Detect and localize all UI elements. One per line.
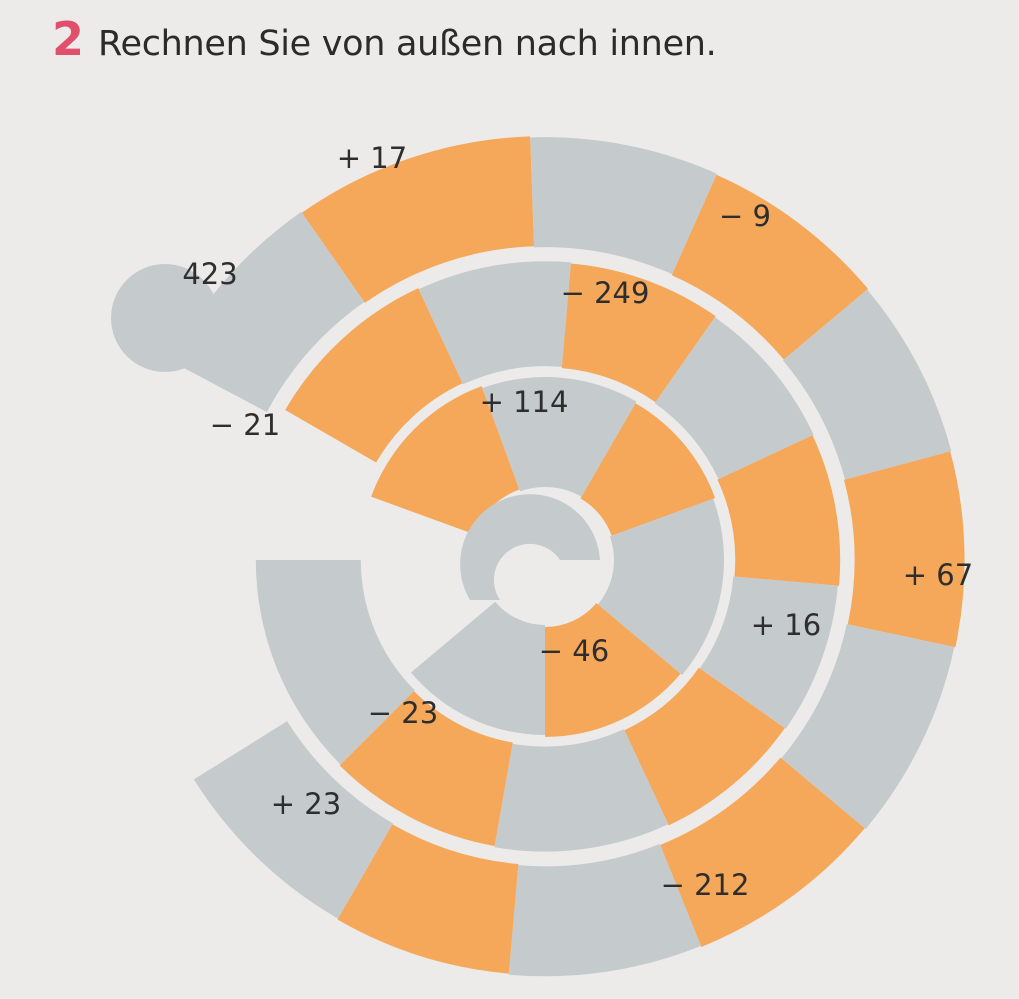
- spiral-segment: [255, 560, 415, 765]
- spiral-start-value: 423: [182, 257, 237, 291]
- spiral-segment: [699, 576, 838, 729]
- spiral-segment: [169, 211, 365, 413]
- spiral-center-curl: [460, 494, 600, 600]
- spiral-segment: [545, 603, 681, 737]
- spiral-segment: [660, 757, 865, 947]
- spiral-segment: [597, 498, 724, 676]
- spiral-segment: [371, 386, 520, 535]
- task-number: 2: [52, 12, 85, 66]
- spiral-step-8[interactable]: + 16: [751, 608, 821, 642]
- spiral-segment: [843, 451, 965, 648]
- spiral-step-2[interactable]: − 9: [719, 199, 771, 233]
- spiral-segment: [285, 288, 463, 463]
- spiral-start-cap: [111, 264, 219, 372]
- spiral-segment: [624, 667, 785, 826]
- spiral-segment: [671, 174, 869, 360]
- spiral-step-4[interactable]: − 212: [661, 868, 750, 902]
- spiral-step-6[interactable]: − 21: [210, 408, 280, 442]
- spiral-step-10[interactable]: + 114: [480, 385, 569, 419]
- spiral-step-11[interactable]: − 46: [539, 634, 609, 668]
- spiral-segment: [508, 843, 701, 977]
- task-header: 2 Rechnen Sie von außen nach innen.: [52, 12, 717, 66]
- spiral-segment: [654, 317, 814, 480]
- spiral-segment: [337, 824, 519, 974]
- spiral-segment: [418, 261, 572, 385]
- spiral-segment: [561, 263, 716, 403]
- spiral-labels: 423 + 17 − 9 + 67 − 212 + 23 − 21 − 249 …: [182, 141, 973, 902]
- spiral-segment: [494, 729, 669, 852]
- spiral-segments: [169, 136, 965, 977]
- spiral-segment: [781, 624, 955, 829]
- spiral-step-3[interactable]: + 67: [903, 558, 973, 592]
- spiral-segment: [782, 289, 952, 480]
- spiral-segment: [410, 601, 545, 735]
- spiral-segment: [301, 136, 535, 303]
- spiral-segment: [339, 691, 513, 846]
- spiral-step-9[interactable]: − 23: [368, 696, 438, 730]
- spiral-step-7[interactable]: − 249: [561, 276, 650, 310]
- spiral-step-1[interactable]: + 17: [337, 141, 407, 175]
- spiral-segment: [482, 377, 637, 497]
- spiral-segment: [717, 435, 841, 586]
- spiral-segment: [580, 403, 716, 536]
- spiral-segment: [530, 137, 717, 275]
- task-instruction: Rechnen Sie von außen nach innen.: [98, 24, 717, 64]
- spiral-step-5[interactable]: + 23: [271, 787, 341, 821]
- spiral-segment: [193, 721, 393, 919]
